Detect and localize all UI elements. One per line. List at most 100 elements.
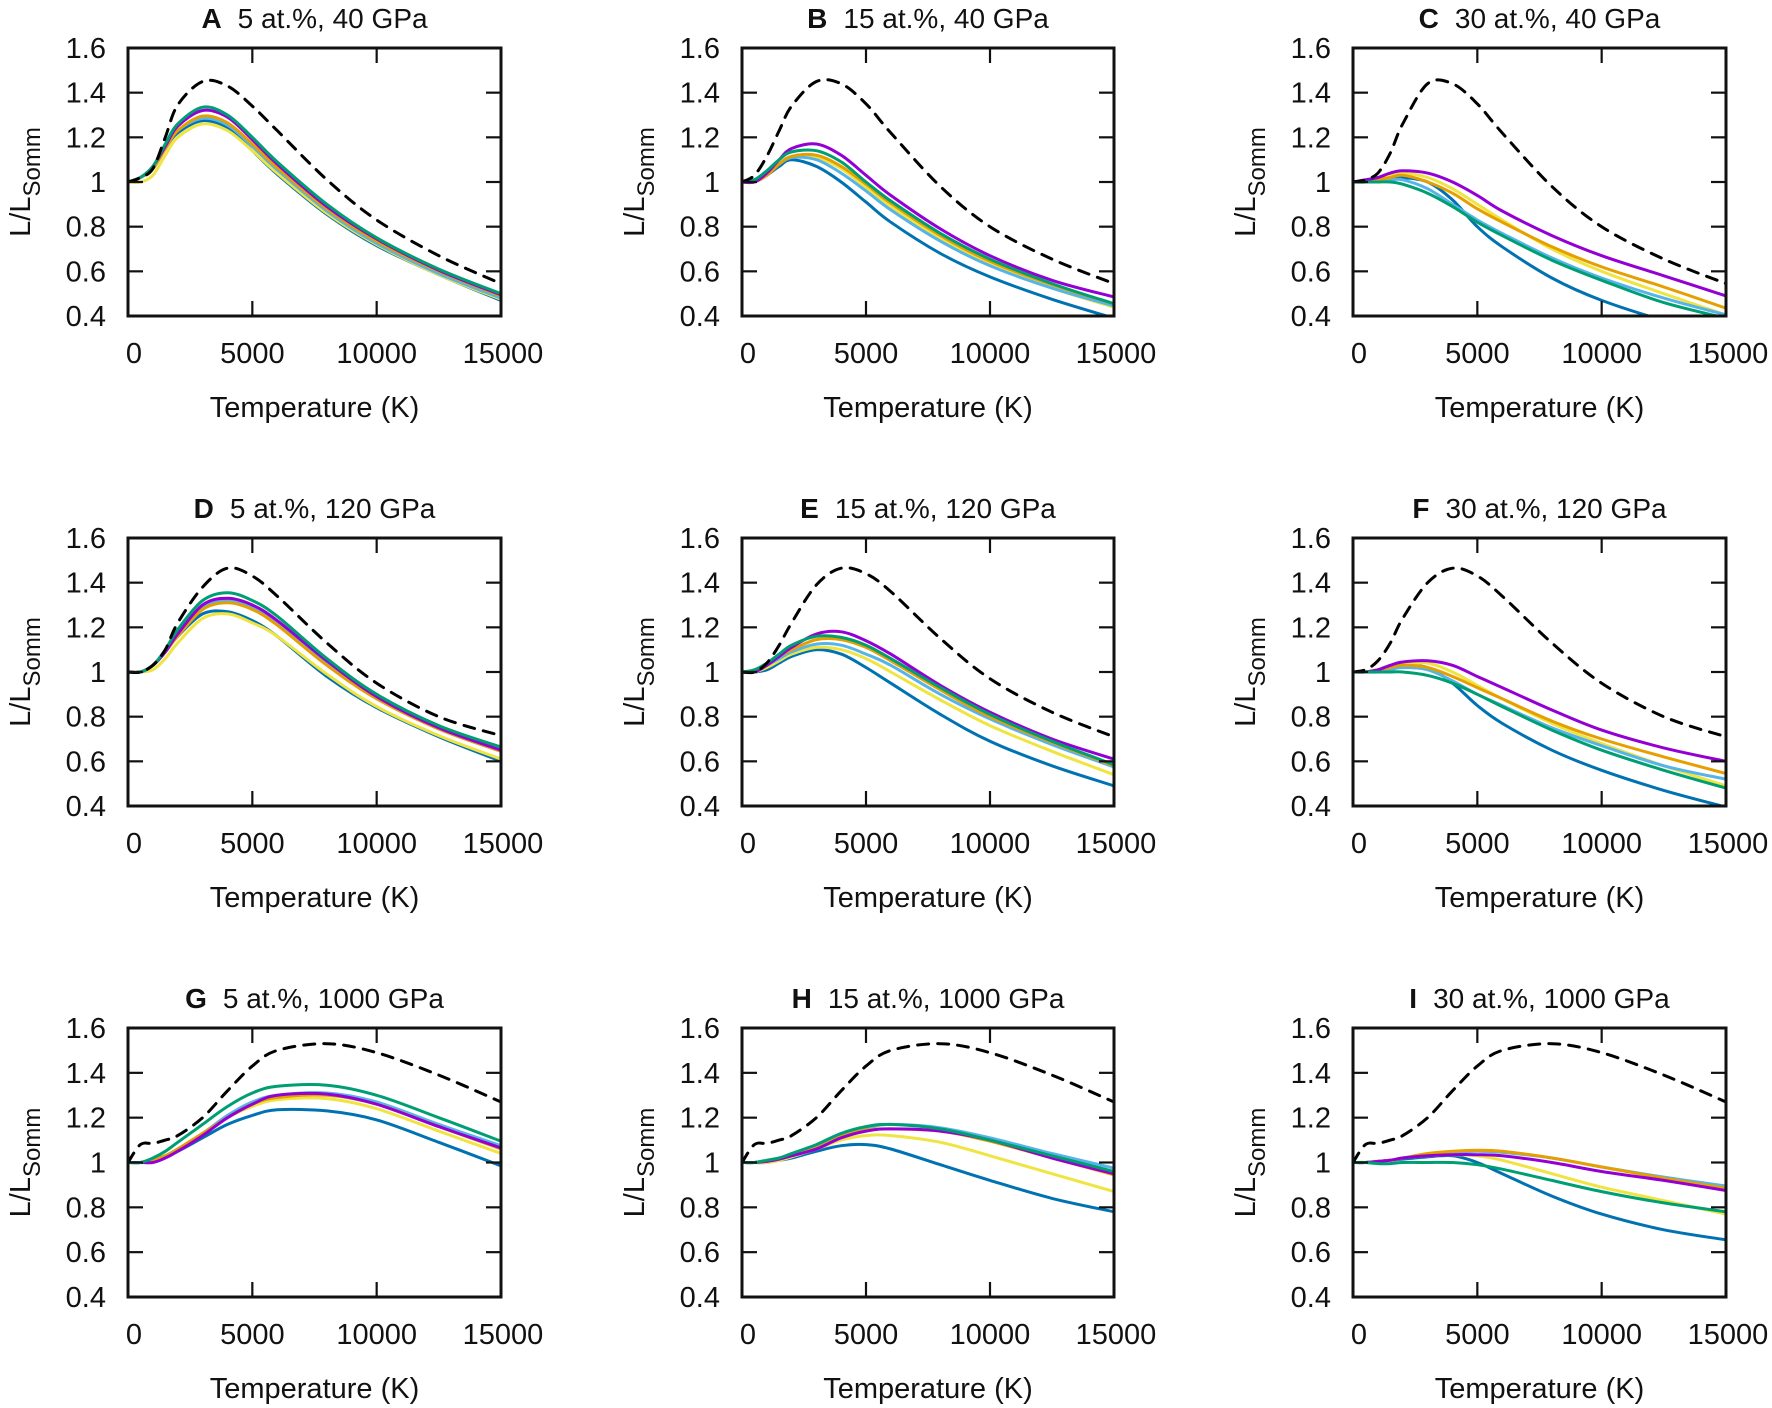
x-tick-label: 5000 [1445, 338, 1510, 370]
y-tick-label: 0.8 [1291, 702, 1331, 734]
curves [1353, 78, 1726, 316]
x-tick-label: 5000 [1445, 1319, 1510, 1351]
x-tick-label: 5000 [834, 1319, 899, 1351]
y-tick-label: 1 [90, 657, 106, 689]
series-line-orange [742, 152, 1114, 306]
x-tick-label: 10000 [1561, 338, 1642, 370]
panel-title: H 15 at.%, 1000 GPa [792, 983, 1065, 1014]
y-axis-label: L/LSomm [5, 617, 46, 727]
x-axis-label: Temperature (K) [210, 1373, 420, 1405]
y-tick-label: 1.2 [66, 612, 106, 644]
y-tick-label: 1.6 [1291, 33, 1331, 65]
x-tick-label: 5000 [220, 338, 285, 370]
plot-frame [740, 46, 1116, 318]
x-tick-label: 5000 [220, 828, 285, 860]
panel-letter: E [800, 493, 819, 524]
y-axis-label: L/LSomm [1230, 127, 1271, 237]
y-tick-label: 1 [1315, 167, 1331, 199]
y-tick-label: 0.6 [1291, 256, 1331, 288]
x-tick-label: 10000 [336, 338, 417, 370]
x-axis-label: Temperature (K) [1435, 392, 1645, 424]
x-axis-label: Temperature (K) [823, 882, 1033, 914]
x-tick-label: 15000 [1688, 828, 1769, 860]
series-line-green [742, 1122, 1114, 1173]
x-tick-label: 10000 [950, 338, 1031, 370]
panel-letter: I [1409, 983, 1417, 1014]
y-tick-label: 0.6 [1291, 746, 1331, 778]
y-axis-label: L/LSomm [5, 127, 46, 237]
panel-letter: B [807, 3, 827, 34]
series-line-yellow [128, 612, 501, 761]
y-axis-label-main: L/L [5, 197, 37, 237]
panel-title-text: 30 at.%, 120 GPa [1446, 493, 1667, 524]
panel-title-text: 30 at.%, 1000 GPa [1433, 983, 1670, 1014]
series-line-green [128, 1083, 501, 1165]
y-tick-label: 1.2 [66, 1103, 106, 1135]
y-tick-label: 1.2 [680, 612, 720, 644]
series-line-purple [1353, 169, 1726, 298]
panel-title: G 5 at.%, 1000 GPa [185, 983, 444, 1014]
y-tick-label: 0.4 [66, 1282, 106, 1314]
y-tick-label: 0.4 [1291, 791, 1331, 823]
y-axis-label-main: L/L [619, 687, 651, 727]
y-axis-label-main: L/L [1230, 687, 1262, 727]
y-axis-label: L/LSomm [619, 617, 660, 727]
y-tick-label: 0.4 [680, 301, 720, 333]
y-axis-label-subscript: Somm [633, 127, 660, 196]
panel-c: C 30 at.%, 40 GPa 0.4 0.6 0.8 1 1.2 1.4 1.6 0 5000… [1230, 3, 1768, 424]
y-tick-label: 1.4 [66, 568, 106, 600]
x-tick-label: 5000 [1445, 828, 1510, 860]
y-axis-label-main: L/L [5, 1177, 37, 1217]
panel-f: F 30 at.%, 120 GPa 0.4 0.6 0.8 1 1.2 1.4 1.6 0 500… [1230, 493, 1768, 914]
y-tick-label: 1.2 [1291, 612, 1331, 644]
y-axis-label: L/LSomm [619, 127, 660, 237]
y-tick-label: 1 [1315, 1148, 1331, 1180]
series-line-blue [1353, 663, 1726, 806]
y-tick-label: 0.6 [680, 1237, 720, 1269]
y-tick-label: 1.4 [66, 1058, 106, 1090]
x-tick-label: 0 [126, 1319, 142, 1351]
panel-title: F 30 at.%, 120 GPa [1412, 493, 1667, 524]
y-tick-label: 1.4 [1291, 78, 1331, 110]
series-line-green [1353, 670, 1726, 790]
y-axis-label-main: L/L [1230, 197, 1262, 237]
series-line-dashed-reference [742, 566, 1114, 739]
curves [742, 566, 1114, 788]
x-tick-label: 15000 [463, 1319, 544, 1351]
y-tick-label: 1.2 [1291, 1103, 1331, 1135]
panel-title-text: 30 at.%, 40 GPa [1455, 3, 1661, 34]
series-line-dashed-reference [128, 78, 501, 286]
y-tick-label: 0.8 [1291, 212, 1331, 244]
y-tick-label: 1.4 [680, 78, 720, 110]
panel-title: C 30 at.%, 40 GPa [1419, 3, 1661, 34]
series-line-dashed-reference [742, 78, 1114, 286]
y-axis-label-subscript: Somm [19, 617, 46, 686]
y-tick-label: 0.6 [66, 746, 106, 778]
series-line-green [742, 148, 1114, 306]
y-axis-label-subscript: Somm [1244, 617, 1271, 686]
y-tick-label: 1.6 [1291, 1013, 1331, 1045]
plot-frame [740, 536, 1116, 808]
y-tick-label: 1.4 [1291, 568, 1331, 600]
series-line-dashed-reference [1353, 78, 1726, 286]
series-line-dashed-reference [128, 1042, 501, 1164]
x-tick-label: 0 [1351, 1319, 1367, 1351]
y-tick-label: 1.2 [680, 1103, 720, 1135]
y-tick-label: 0.8 [66, 212, 106, 244]
x-tick-label: 10000 [1561, 1319, 1642, 1351]
series-line-dashed-reference [742, 1042, 1114, 1164]
y-tick-label: 1 [704, 657, 720, 689]
y-tick-label: 1 [90, 1148, 106, 1180]
y-axis-label-subscript: Somm [1244, 1108, 1271, 1177]
series-line-green [128, 591, 501, 749]
y-tick-label: 0.4 [66, 791, 106, 823]
x-tick-label: 0 [126, 828, 142, 860]
x-axis-label: Temperature (K) [823, 392, 1033, 424]
y-axis-label-subscript: Somm [19, 127, 46, 196]
y-tick-label: 1.6 [680, 1013, 720, 1045]
panel-letter: G [185, 983, 207, 1014]
curves [742, 78, 1114, 316]
y-tick-label: 1.4 [680, 568, 720, 600]
y-tick-label: 0.6 [680, 256, 720, 288]
